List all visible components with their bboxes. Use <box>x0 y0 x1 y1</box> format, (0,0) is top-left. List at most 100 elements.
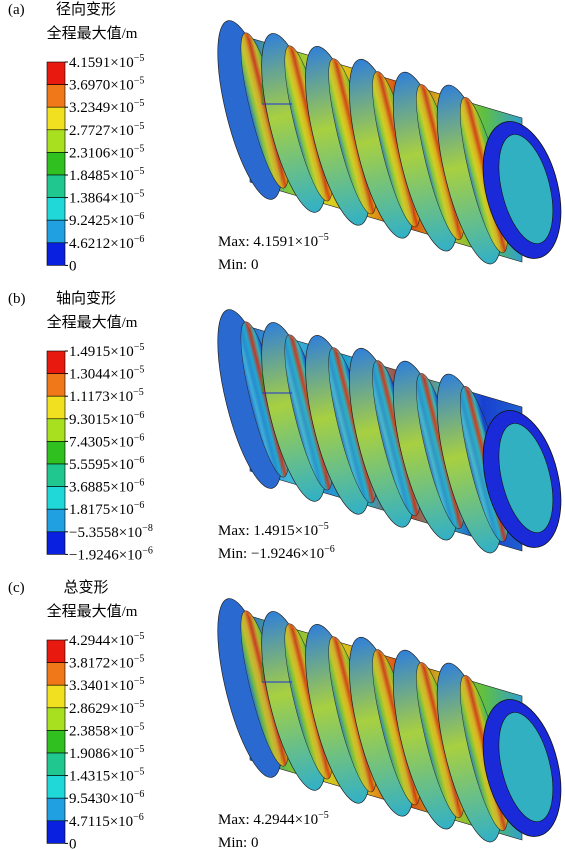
legend-swatch <box>47 685 65 708</box>
exponent: −6 <box>134 789 145 800</box>
legend-label: 1.1173×10−5 <box>69 387 144 405</box>
mantissa: −5.3558 <box>69 525 119 541</box>
mantissa: 4.1591 <box>69 55 110 71</box>
times-ten: ×10 <box>110 78 133 94</box>
label-prefix: Min: <box>218 257 247 273</box>
times-ten: ×10 <box>110 389 133 405</box>
legend-label: 4.7115×10−6 <box>69 812 144 830</box>
times-ten: ×10 <box>110 191 133 207</box>
times-ten: ×10 <box>295 523 318 539</box>
legend-swatch <box>47 62 65 85</box>
legend-label: 3.6970×10−5 <box>69 76 144 94</box>
legend-swatch <box>47 130 65 153</box>
legend-label: 9.5430×10−6 <box>69 789 144 807</box>
mantissa: 3.8172 <box>69 656 110 672</box>
mantissa: 2.3858 <box>69 723 110 739</box>
mantissa: 1.9086 <box>69 746 111 762</box>
legend-label: 1.8175×10−6 <box>69 500 144 518</box>
legend-swatch <box>47 464 65 487</box>
exponent: −5 <box>134 121 145 132</box>
legend-label: 1.4915×10−5 <box>69 342 144 360</box>
exponent: −5 <box>134 744 145 755</box>
exponent: −6 <box>134 234 145 245</box>
mantissa: 2.3106 <box>69 145 111 161</box>
legend-swatch <box>47 798 65 821</box>
legend-swatch <box>47 821 65 844</box>
mantissa: 4.7115 <box>69 814 110 830</box>
times-ten: ×10 <box>110 236 133 252</box>
panel-label: (a) <box>8 2 25 18</box>
exponent: −5 <box>133 387 144 398</box>
mantissa: 3.2349 <box>69 100 110 116</box>
max-label: Max: 1.4915×10−5 <box>218 521 329 539</box>
mantissa: 9.5430 <box>69 791 110 807</box>
legend-swatch <box>47 730 65 753</box>
legend-swatch <box>47 220 65 243</box>
times-ten: ×10 <box>110 168 133 184</box>
legend-label: 3.2349×10−5 <box>69 98 144 116</box>
mantissa: 1.1173 <box>69 389 110 405</box>
mantissa: 1.8485 <box>69 168 110 184</box>
legend-swatch <box>47 419 65 442</box>
exponent: −5 <box>318 810 329 821</box>
panel-title: 轴向变形 <box>56 290 116 307</box>
exponent: −5 <box>134 631 145 642</box>
label-prefix: Min: <box>218 835 247 850</box>
mantissa: 4.2944 <box>253 812 295 828</box>
times-ten: ×10 <box>110 723 133 739</box>
exponent: −5 <box>318 521 329 532</box>
mantissa: 9.3015 <box>69 412 110 428</box>
label-prefix: Min: <box>218 546 247 562</box>
panel-label: (b) <box>8 291 26 307</box>
mantissa: 0 <box>69 258 77 274</box>
legend-label: 2.7727×10−5 <box>69 121 144 139</box>
max-label: Max: 4.1591×10−5 <box>218 232 329 250</box>
panel: (b)轴向变形全程最大值/m1.4915×10−51.3044×10−51.11… <box>8 290 565 563</box>
legend-swatch <box>47 85 65 108</box>
mantissa: 5.5595 <box>69 457 110 473</box>
times-ten: ×10 <box>295 812 318 828</box>
legend-label: 0 <box>69 836 77 850</box>
times-ten: ×10 <box>110 367 133 383</box>
exponent: −5 <box>318 232 329 243</box>
exponent: −5 <box>134 699 145 710</box>
legend-swatch <box>47 753 65 776</box>
times-ten: ×10 <box>110 633 133 649</box>
times-ten: ×10 <box>295 234 318 250</box>
legend-swatch <box>47 198 65 221</box>
mantissa: 1.4915 <box>253 523 294 539</box>
mantissa: −1.9246 <box>69 547 119 563</box>
legend-swatch <box>47 175 65 198</box>
exponent: −6 <box>134 410 145 421</box>
times-ten: ×10 <box>110 123 133 139</box>
mantissa: 1.3044 <box>69 367 111 383</box>
exponent: −8 <box>142 523 153 534</box>
exponent: −6 <box>134 478 145 489</box>
times-ten: ×10 <box>110 701 133 717</box>
legend-label: 2.8629×10−5 <box>69 699 144 717</box>
exponent: −5 <box>134 166 145 177</box>
legend-label: 0 <box>69 258 77 274</box>
mantissa: −1.9246 <box>251 546 301 562</box>
legend-label: 1.8485×10−5 <box>69 166 144 184</box>
legend-swatch <box>47 107 65 130</box>
exponent: −5 <box>134 767 145 778</box>
exponent: −6 <box>133 812 144 823</box>
figure: (a)径向变形全程最大值/m4.1591×10−53.6970×10−53.23… <box>0 0 565 850</box>
mantissa: 4.6212 <box>69 236 110 252</box>
panel: (c)总变形全程最大值/m4.2944×10−53.8172×10−53.340… <box>8 579 565 850</box>
legend-label: 9.2425×10−6 <box>69 211 144 229</box>
times-ten: ×10 <box>110 213 133 229</box>
times-ten: ×10 <box>110 678 133 694</box>
times-ten: ×10 <box>110 502 133 518</box>
mantissa: 1.4915 <box>69 344 110 360</box>
legend-swatch <box>47 509 65 532</box>
legend-label: 4.2944×10−5 <box>69 631 144 649</box>
panel-title: 总变形 <box>63 579 108 596</box>
exponent: −6 <box>142 545 153 556</box>
exponent: −5 <box>134 189 145 200</box>
label-prefix: Max: <box>218 234 250 250</box>
times-ten: ×10 <box>110 814 133 830</box>
legend-label: 9.3015×10−6 <box>69 410 144 428</box>
mantissa: 3.3401 <box>69 678 110 694</box>
